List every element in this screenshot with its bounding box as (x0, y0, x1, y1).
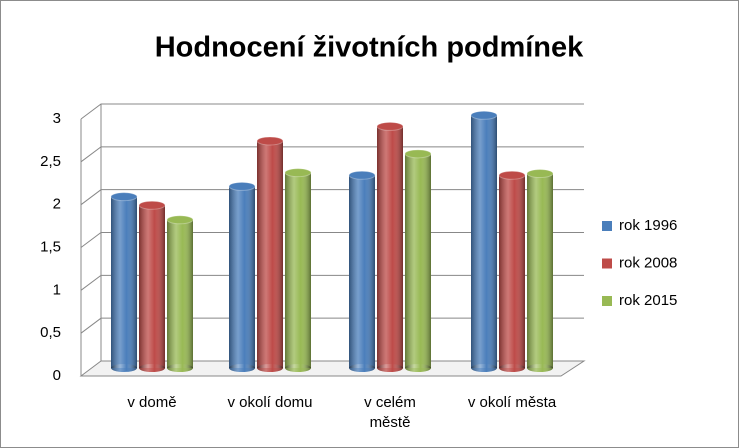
bar-bottom-shade (499, 364, 525, 372)
bar-shade (167, 219, 193, 368)
bar (110, 192, 138, 372)
bar (498, 170, 526, 372)
y-tick-label: 0,5 (40, 324, 61, 341)
bar-bottom-shade (405, 364, 431, 372)
bar-shade (405, 153, 431, 368)
bar (348, 170, 376, 372)
bar-bottom-shade (111, 364, 137, 372)
grid-line (80, 103, 584, 120)
bar-shade (257, 140, 283, 368)
bar-bottom-shade (527, 364, 553, 372)
y-tick-label: 2,5 (40, 153, 61, 170)
bar (284, 168, 312, 372)
bar-top (284, 168, 312, 178)
legend-label: rok 2015 (619, 292, 677, 309)
y-tick-label: 3 (53, 110, 61, 127)
bar-bottom-shade (471, 364, 497, 372)
bar-top (470, 110, 498, 120)
bar-shade (527, 173, 553, 368)
chart-title: Hodnocení životních podmínek (155, 32, 584, 64)
y-tick-label: 0 (53, 367, 61, 384)
bar-bottom-shade (349, 364, 375, 372)
legend-swatch (602, 221, 612, 231)
floor (79, 360, 586, 377)
y-tick-label: 1 (53, 281, 61, 298)
bar-shade (349, 175, 375, 368)
bar-bottom-shade (139, 364, 165, 372)
bar-bottom-shade (377, 364, 403, 372)
bar-top (166, 215, 194, 225)
bar-shade (499, 175, 525, 368)
bar (526, 169, 554, 372)
bar-top (256, 136, 284, 146)
x-tick-label: v celém městě (364, 394, 416, 431)
bar (404, 149, 432, 372)
bar (138, 200, 166, 372)
bar (376, 121, 404, 372)
bar (470, 110, 498, 372)
bar-bottom-shade (257, 364, 283, 372)
legend-label: rok 1996 (619, 217, 677, 234)
bar-shade (471, 115, 497, 369)
bar-bottom-shade (229, 364, 255, 372)
y-tick-label: 1,5 (40, 238, 61, 255)
legend-label: rok 2008 (619, 254, 677, 271)
bar-shade (377, 126, 403, 368)
bar-top (228, 181, 256, 191)
bar-shade (111, 196, 137, 368)
legend-swatch (602, 258, 612, 269)
bar-shade (285, 172, 311, 368)
y-tick-label: 2 (53, 196, 61, 213)
bar-bottom-shade (285, 364, 311, 372)
bar-top (138, 200, 166, 210)
x-tick-label: v okolí domu (227, 394, 313, 411)
bar-shade (229, 186, 255, 368)
bar (256, 136, 284, 372)
x-tick-label: v domě (127, 394, 177, 411)
bar-top (498, 170, 526, 180)
bar-top (526, 169, 554, 179)
bar (228, 181, 256, 372)
bar-top (110, 192, 138, 202)
grid-line (80, 146, 584, 163)
bar (166, 215, 194, 372)
bar-bottom-shade (167, 364, 193, 372)
bar-shade (139, 205, 165, 368)
x-tick-label: v okolí města (467, 394, 557, 411)
bar-top (376, 121, 404, 131)
legend-swatch (602, 296, 612, 306)
bar-top (404, 149, 432, 159)
bar-top (348, 170, 376, 180)
